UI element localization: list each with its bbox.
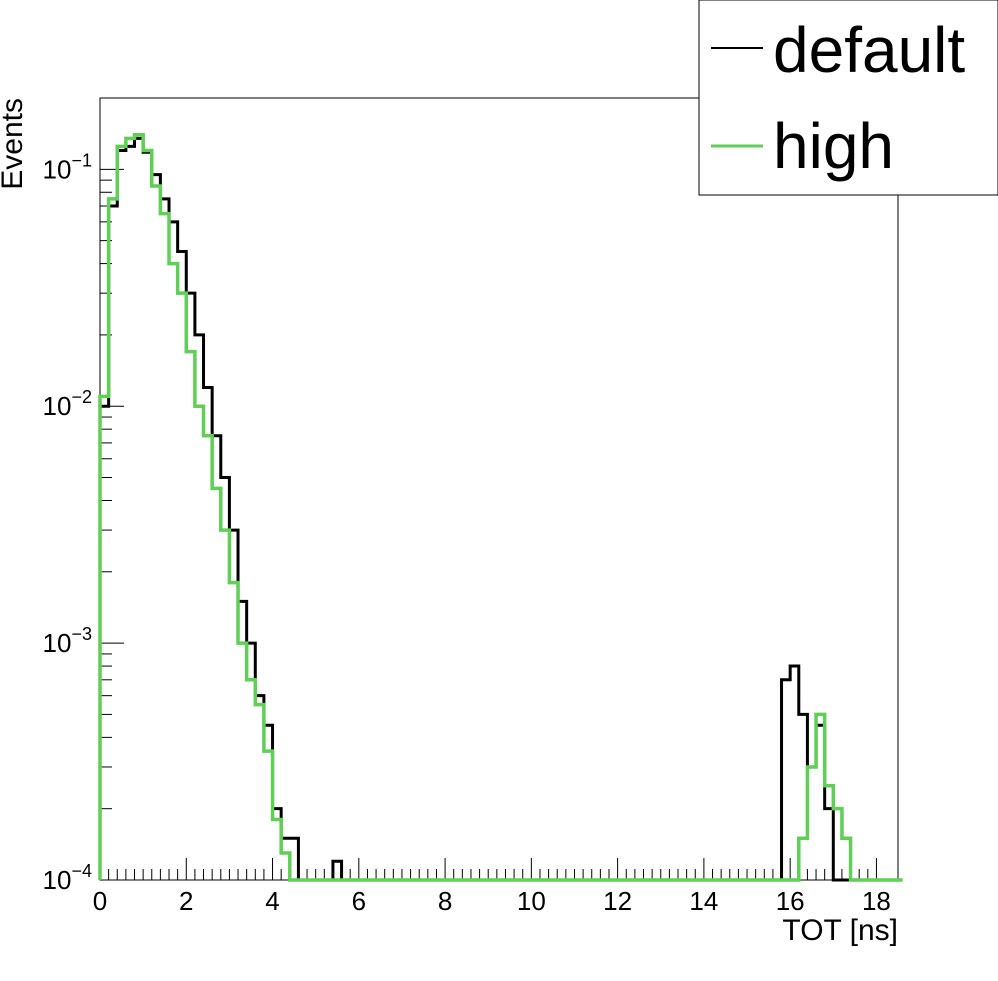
x-tick-label: 16 <box>776 886 805 916</box>
x-tick-label: 8 <box>438 886 452 916</box>
x-axis-ticks: 0 2 4 6 8 10 12 14 16 18 <box>93 858 891 916</box>
legend-label-default: default <box>773 14 965 86</box>
y-tick-label: 10−2 <box>43 387 92 421</box>
x-tick-label: 14 <box>689 886 718 916</box>
legend-box <box>698 0 998 196</box>
y-axis-ticks: 10−1 10−2 10−3 10−4 <box>43 97 124 895</box>
y-tick-label: 10−4 <box>43 861 92 895</box>
y-tick-label: 10−1 <box>43 150 92 184</box>
x-tick-label: 4 <box>265 886 279 916</box>
y-tick-label: 10−3 <box>43 624 92 658</box>
x-tick-label: 10 <box>517 886 546 916</box>
legend: default high <box>698 0 998 196</box>
legend-label-high: high <box>773 110 894 182</box>
y-axis-label: Events <box>0 98 29 190</box>
series-high-line <box>98 132 903 882</box>
x-tick-label: 6 <box>352 886 366 916</box>
x-axis-label: TOT [ns] <box>782 914 898 947</box>
x-tick-label: 0 <box>93 886 107 916</box>
x-tick-label: 12 <box>603 886 632 916</box>
x-tick-label: 2 <box>179 886 193 916</box>
x-tick-label: 18 <box>862 886 891 916</box>
series-layer <box>98 132 903 882</box>
